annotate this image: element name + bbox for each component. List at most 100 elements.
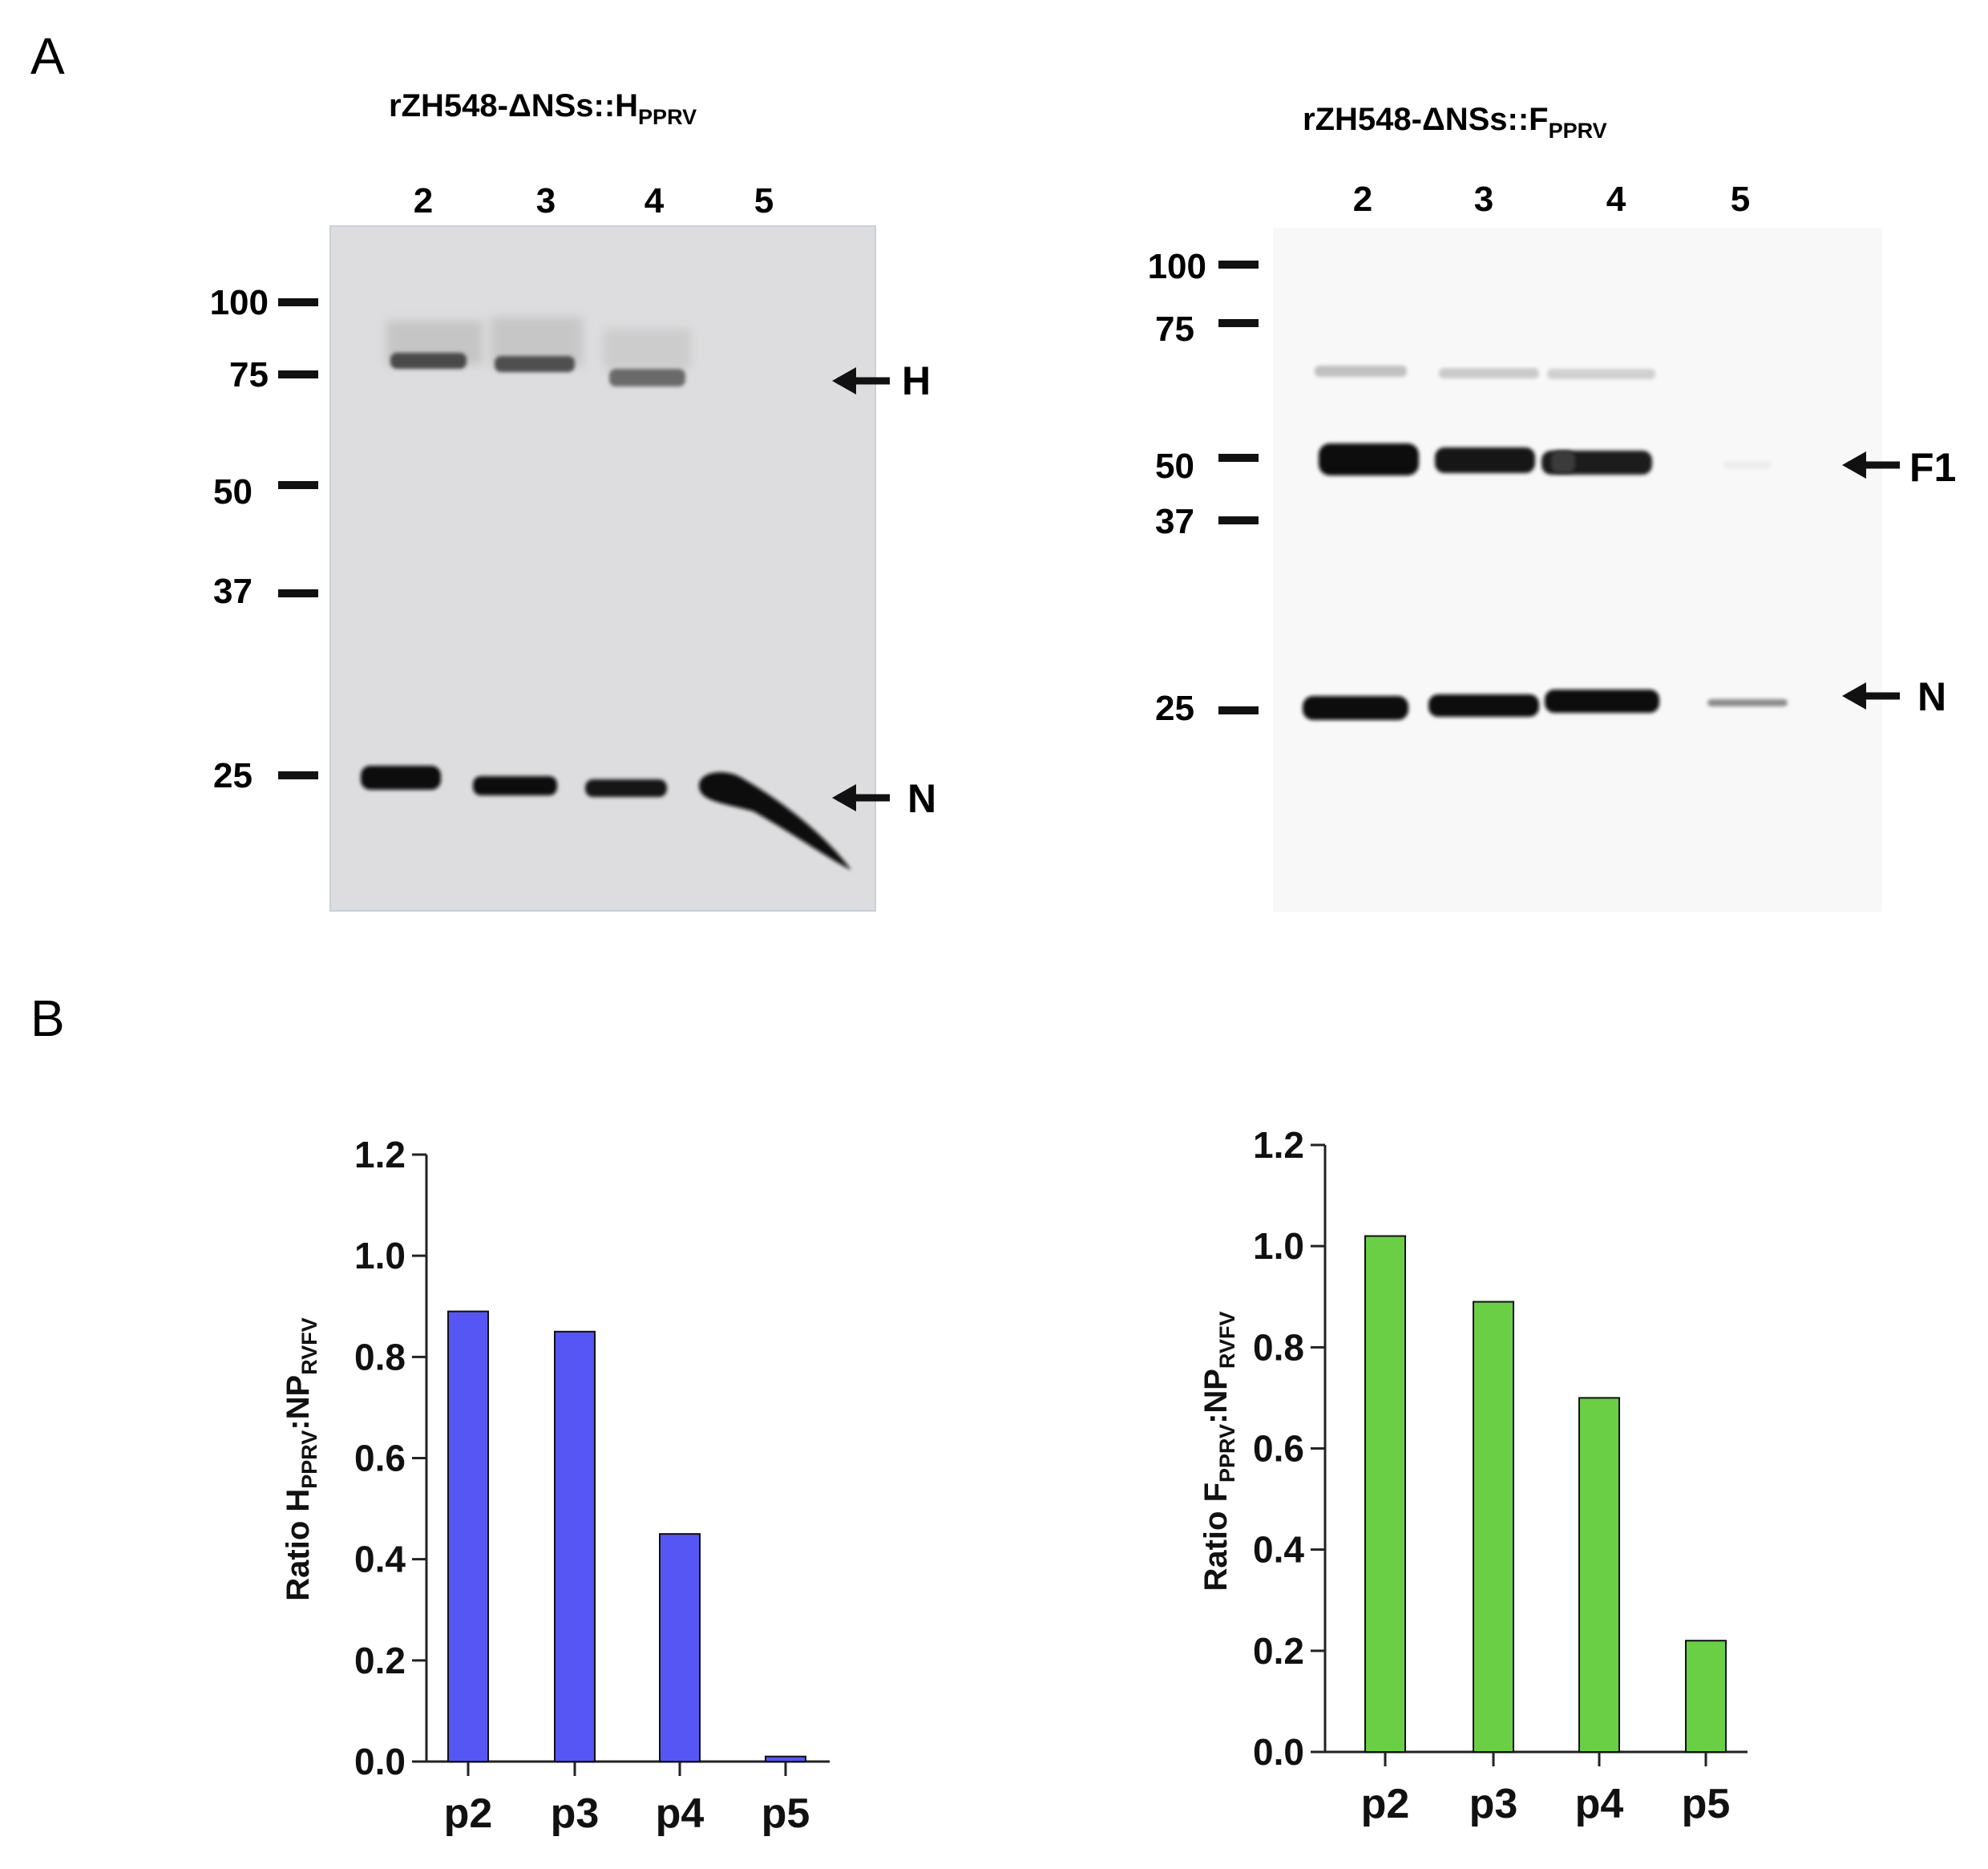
y-axis-label-part: Ratio F <box>1198 1483 1234 1592</box>
x-tick-label: p2 <box>1361 1781 1410 1827</box>
blot-h-marker-tick <box>278 771 318 779</box>
blot-f-arrow-n <box>1842 682 1900 710</box>
x-tick-label: p4 <box>656 1790 705 1837</box>
blot-f-lane-label: 3 <box>1474 180 1493 219</box>
bar <box>554 1330 596 1762</box>
blot-h-band <box>361 766 441 790</box>
blot-h-marker-tick <box>278 589 318 597</box>
blot-f-marker-tick <box>1218 454 1259 462</box>
y-tick-label: 0.4 <box>1253 1529 1304 1571</box>
panel-letter-b: B <box>30 989 65 1047</box>
blot-f-marker-label: 37 <box>1155 502 1194 541</box>
blot-f-band-label: F1 <box>1909 445 1956 490</box>
bar <box>1578 1397 1620 1753</box>
y-tick-label: 0.0 <box>1253 1731 1304 1773</box>
blot-h-band <box>699 772 851 870</box>
y-axis-label-part: :NP <box>281 1375 316 1430</box>
blot-h-lane-label: 3 <box>536 181 556 220</box>
blot-f-membrane <box>1273 228 1882 912</box>
y-axis-label-subscript: RVFV <box>1215 1311 1239 1369</box>
blot-f-marker-tick <box>1218 516 1259 524</box>
blot-h-title: rZH548-ΔNSs::HPPRV <box>389 88 697 129</box>
blot-f-marker-tick <box>1218 706 1259 714</box>
blot-f-lane-label: 4 <box>1606 180 1626 219</box>
blot-h-marker-label: 100 <box>210 283 269 322</box>
y-tick-label: 0.6 <box>354 1438 406 1479</box>
bar <box>1473 1301 1514 1753</box>
y-tick-label: 0.2 <box>354 1640 406 1681</box>
blot-h-smear <box>603 329 691 369</box>
y-axis-label: Ratio HPPRV:NPRVFV <box>281 1317 321 1600</box>
y-tick-label: 1.0 <box>354 1235 406 1276</box>
blot-f-band <box>1428 694 1539 717</box>
blot-f-marker-tick <box>1218 261 1259 269</box>
blot-f-band <box>1545 690 1659 713</box>
blot-h-band <box>609 369 685 386</box>
bar <box>1685 1640 1727 1754</box>
blot-f-band <box>1551 451 1575 473</box>
y-axis-label-part: :NP <box>1198 1369 1234 1424</box>
blot-h-marker-tick <box>278 370 318 378</box>
y-tick-label: 1.2 <box>354 1134 406 1175</box>
blot-f-band <box>1547 369 1655 379</box>
blot-h-marker-tick <box>278 481 318 489</box>
blot-f-marker-tick <box>1218 319 1259 327</box>
blot-f-lane-label: 2 <box>1353 180 1372 219</box>
blot-f-band <box>1319 443 1419 475</box>
blot-h-marker-label: 50 <box>213 472 253 512</box>
blot-h-marker-label: 75 <box>229 355 269 394</box>
blot-f-band <box>1435 447 1535 473</box>
y-axis-label: Ratio FPPRV:NPRVFV <box>1198 1311 1239 1591</box>
y-axis-label-subscript: PPRV <box>1215 1424 1239 1483</box>
y-axis-label-subscript: RVFV <box>297 1317 321 1375</box>
y-tick-label: 0.8 <box>354 1336 406 1377</box>
blot-h-lane-label: 4 <box>644 181 665 220</box>
blot-h-marker-tick <box>278 298 318 306</box>
x-tick-label: p4 <box>1575 1781 1624 1827</box>
blot-f-marker-label: 100 <box>1148 247 1206 286</box>
bar <box>765 1755 806 1762</box>
blot-h-band <box>585 779 667 797</box>
blot-f-panel: rZH548-ΔNSs::FPPRV 2 3 4 5 100 75 50 37 … <box>1148 102 1956 912</box>
blot-f-band-label: N <box>1917 674 1946 719</box>
x-tick-label: p5 <box>762 1790 810 1837</box>
x-tick-label: p5 <box>1682 1781 1731 1827</box>
blot-f-band <box>1315 366 1407 377</box>
blot-h-band <box>390 353 467 369</box>
blot-h-lane-label: 5 <box>754 181 774 220</box>
blot-f-band <box>1723 461 1772 469</box>
blot-h-lane-label: 2 <box>414 181 433 220</box>
bar <box>1364 1235 1406 1754</box>
blot-h-band <box>495 356 575 372</box>
y-axis-label-subscript: PPRV <box>297 1430 321 1489</box>
blot-h-panel: rZH548-ΔNSs::HPPRV 2 3 4 5 100 75 50 37 … <box>210 88 936 912</box>
y-tick-label: 0.0 <box>354 1741 406 1782</box>
blot-h-arrow-n <box>832 784 890 811</box>
panel-letter-a: A <box>30 27 65 85</box>
x-tick-label: p3 <box>1469 1781 1518 1827</box>
x-tick-label: p3 <box>551 1790 600 1837</box>
y-tick-label: 0.4 <box>354 1539 406 1580</box>
y-tick-label: 0.8 <box>1253 1326 1304 1368</box>
bar-chart-f: 0.0 0.2 0.4 0.6 0.8 1.0 1.2 p2 p3 p4 p5 Ratio FPPRV… <box>1198 1124 1748 1827</box>
y-tick-label: 0.2 <box>1253 1630 1304 1672</box>
blot-f-band <box>1707 699 1788 706</box>
blot-h-arrow-h <box>832 367 890 394</box>
bar <box>447 1310 489 1762</box>
y-tick-label: 1.2 <box>1253 1124 1304 1166</box>
bar <box>659 1533 701 1762</box>
blot-f-lane-label: 5 <box>1731 180 1750 219</box>
blot-f-band <box>1439 368 1539 378</box>
blot-f-band <box>1303 696 1408 720</box>
blot-f-arrow-f1 <box>1842 451 1900 479</box>
blot-f-marker-label: 25 <box>1155 689 1194 728</box>
bar-chart-h: 0.0 0.2 0.4 0.6 0.8 1.0 1.2 p2 p3 p4 p5 Ratio HPPRV… <box>281 1134 830 1837</box>
y-axis-label-part: Ratio H <box>281 1489 316 1601</box>
blot-h-band-label: N <box>907 776 936 821</box>
y-tick-label: 1.0 <box>1253 1225 1304 1267</box>
blot-f-title: rZH548-ΔNSs::FPPRV <box>1303 102 1607 143</box>
blot-f-marker-label: 50 <box>1155 447 1194 486</box>
blot-h-band-label: H <box>902 358 931 403</box>
y-tick-label: 0.6 <box>1253 1428 1304 1470</box>
